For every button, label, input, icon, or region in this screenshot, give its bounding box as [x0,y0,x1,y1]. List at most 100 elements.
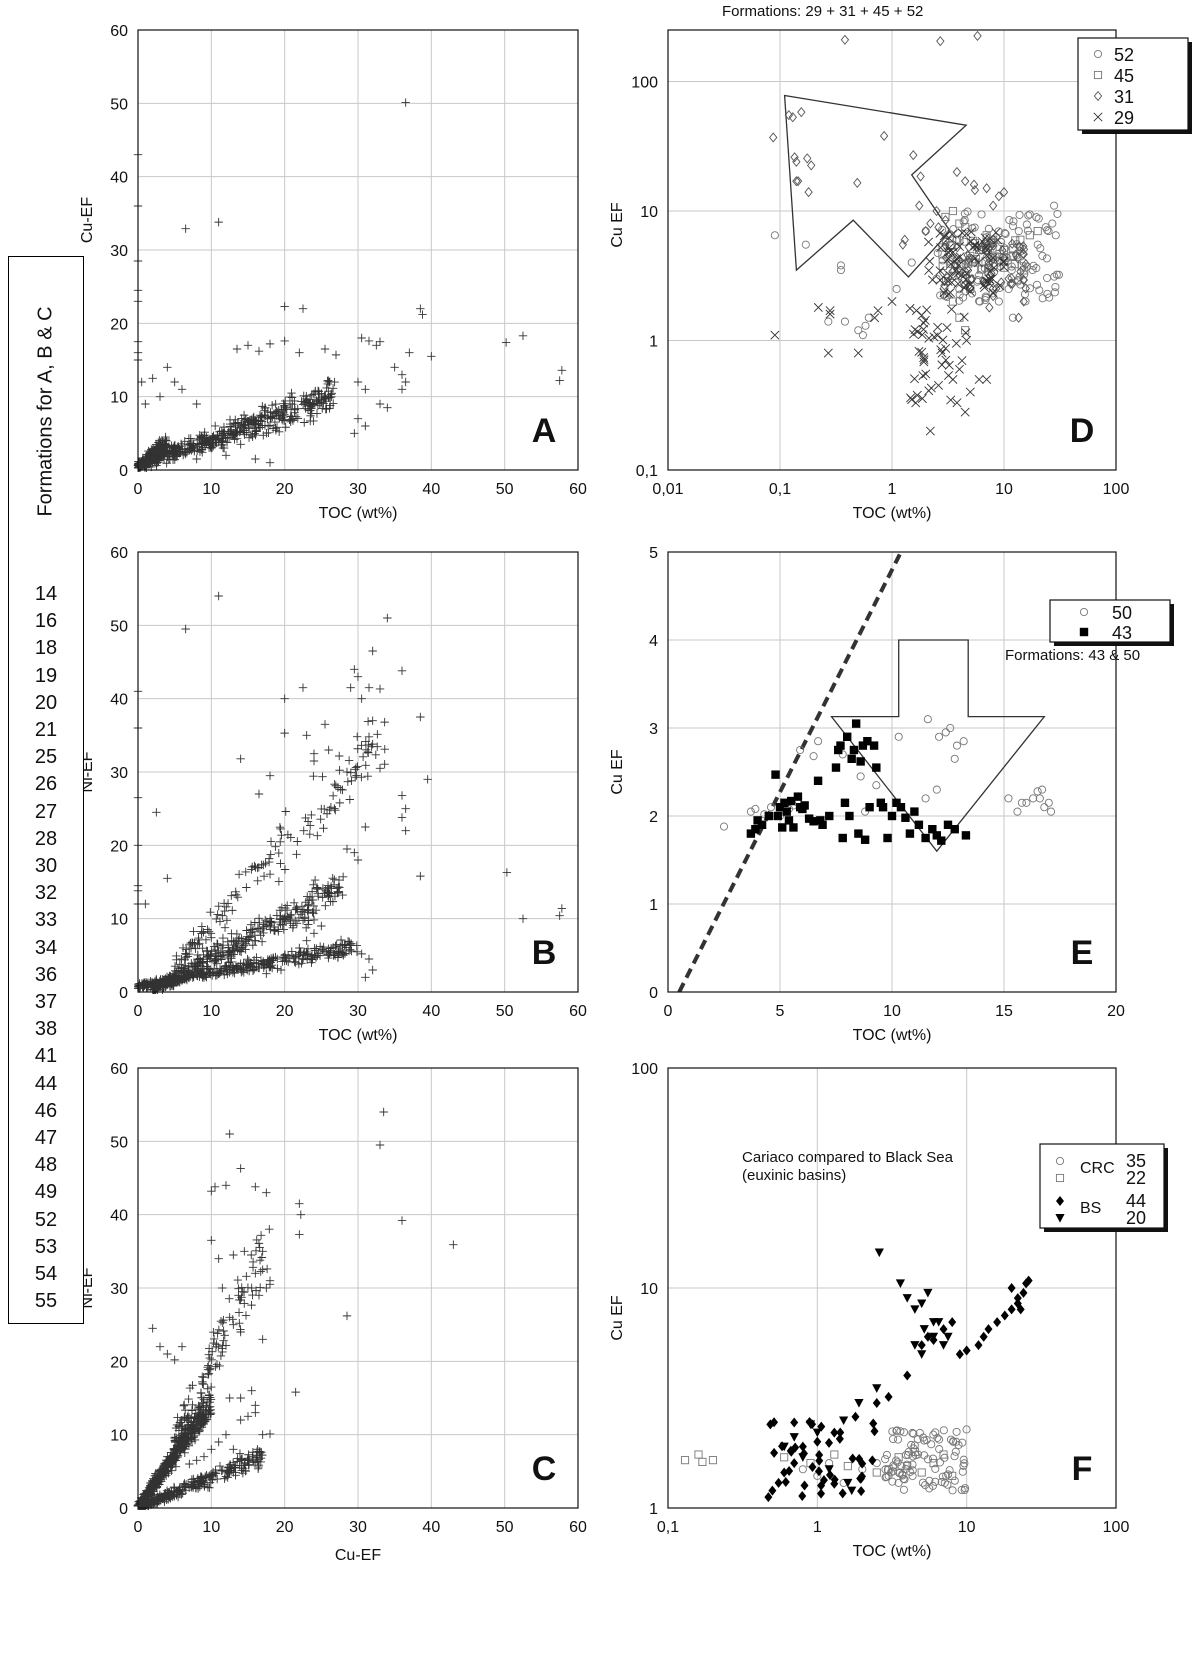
data-point [959,283,969,293]
data-point [196,1472,205,1482]
y-tick-label: 4 [649,633,658,650]
x-tick-label: 50 [496,481,514,498]
data-point [307,958,316,967]
chart-title: Formations: 43 & 50 [1005,647,1140,664]
data-point [872,1398,881,1409]
data-point [158,1494,168,1503]
data-point [216,1316,226,1326]
data-point [211,1468,220,1478]
data-point [249,965,259,974]
data-point [1035,286,1044,295]
data-point [935,1458,945,1467]
data-point [924,237,934,247]
data-point [209,1338,218,1348]
data-point [264,428,273,438]
data-point [170,1438,180,1447]
x-tick-label: 40 [422,1003,440,1020]
formation-item: 19 [34,664,58,687]
data-point [223,966,232,976]
data-point [936,36,945,47]
x-tick-label: 100 [1103,1519,1130,1536]
data-point [323,888,333,898]
legend-box [1077,37,1189,131]
data-point [997,238,1006,247]
data-point [921,1481,930,1490]
data-point [293,414,303,423]
data-point [137,377,146,387]
data-point [1033,787,1042,796]
data-point [353,377,363,387]
data-point [148,1477,157,1486]
data-point [326,882,336,891]
data-point [241,867,250,877]
data-point [926,218,935,229]
data-point [199,1452,209,1461]
data-point [235,946,245,956]
data-point [145,449,154,459]
data-point [351,763,361,772]
y-tick-label: 30 [110,765,128,782]
data-point [283,901,292,910]
data-points [769,30,1063,436]
data-point [254,347,264,356]
data-point [851,1411,860,1422]
data-point [825,306,835,316]
data-point [910,325,920,335]
data-point [227,929,236,938]
data-point [375,337,385,346]
data-point [1034,214,1043,223]
data-point [906,1467,915,1476]
data-point [961,1484,970,1493]
data-point [1008,313,1017,322]
data-point [189,1431,199,1441]
formation-item: 37 [34,991,58,1014]
data-point [1050,288,1059,297]
data-point [199,1373,208,1382]
data-point [955,236,964,245]
legend-group-label: BS [1080,1200,1101,1217]
data-point [171,1445,180,1454]
data-point [770,231,779,240]
data-point [280,865,290,874]
data-point [300,418,309,427]
data-point [931,1477,940,1486]
legend-group-label: CRC [1080,1160,1115,1177]
data-point [303,908,313,917]
data-point [917,1350,927,1359]
data-point [190,1428,200,1437]
data-point [242,883,251,892]
data-point [353,414,363,423]
data-point [248,432,257,441]
data-point [888,1427,897,1436]
data-point [174,966,183,975]
data-point [557,904,567,913]
data-point [957,228,967,238]
data-point [379,1107,388,1117]
data-point [213,431,222,441]
data-point [917,1468,926,1477]
data-point [206,436,215,445]
data-point [1016,1304,1025,1315]
data-point [836,266,845,275]
data-point [1048,219,1057,228]
data-point [292,850,301,859]
data-point [397,1216,407,1225]
data-point [193,968,202,977]
data-point [361,421,370,431]
data-point [266,954,276,963]
y-tick-label: 3 [649,721,658,738]
data-point [329,399,338,408]
data-point [181,1480,191,1489]
data-point [289,921,298,930]
data-point [1025,231,1034,240]
data-point [946,1435,955,1444]
y-tick-label: 100 [631,75,658,92]
data-point [835,1433,844,1444]
data-point [927,1440,936,1449]
data-point [980,240,989,251]
y-tick-label: 30 [110,243,128,260]
data-point [851,719,861,728]
data-point [287,412,296,421]
data-point [876,798,885,807]
data-point [307,810,316,820]
